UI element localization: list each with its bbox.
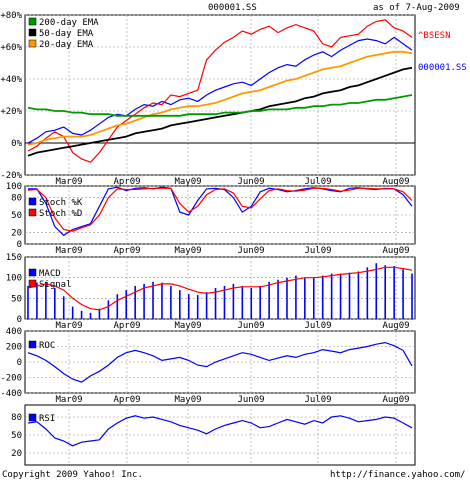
roc-xtick-label: Jul09: [304, 395, 331, 405]
stoch-xtick-label: Jul09: [304, 246, 331, 256]
price-series-200-day-ema: [27, 94, 413, 117]
stoch-panel: 100 80 50 20 0 Mar09 Apr09 May09 Jun09 Jul09 Aug09…: [6, 182, 416, 256]
price-tick-label: +60%: [0, 43, 22, 53]
footer-copyright: Copyright 2009 Yahoo! Inc.: [2, 470, 143, 480]
price-tick-label: +20%: [0, 107, 22, 117]
roc-series-roc: [27, 341, 413, 383]
price-legend: 200-day EMA 50-day EMA 20-day EMA: [28, 17, 99, 50]
legend-swatch-stoch-d: [28, 208, 37, 217]
legend-label-ema200: 200-day EMA: [39, 18, 99, 28]
macd-tick-label: 150: [6, 253, 22, 263]
price-xtick-label: Aug09: [382, 177, 409, 187]
roc-tick-label: 200: [6, 343, 22, 353]
legend-label-stoch-d: Stoch %D: [39, 209, 82, 219]
macd-tick-label: 50: [11, 294, 22, 304]
legend-label-rsi: RSI: [39, 414, 55, 424]
macd-xtick-label: Jul09: [304, 321, 331, 331]
legend-swatch-rsi: [28, 413, 37, 422]
footer-yahoo-link[interactable]: http://finance.yahoo.com/: [330, 470, 465, 480]
legend-swatch-macd: [28, 268, 37, 277]
roc-xtick-label: Jun09: [237, 395, 264, 405]
roc-tick-label: -400: [0, 389, 22, 399]
macd-xtick-label: Jun09: [237, 321, 264, 331]
stoch-tick-label: 50: [11, 211, 22, 221]
legend-swatch-signal: [28, 279, 37, 288]
rsi-tick-label: 20: [11, 449, 22, 459]
price-xtick-label: Apr09: [113, 177, 140, 187]
legend-swatch-roc: [28, 340, 37, 349]
price-panel: +80% +60% +40% +20% 0% -20% Mar09 Apr09 May09 Jun…: [0, 11, 466, 187]
stoch-xtick-label: Jun09: [237, 246, 264, 256]
series-label-bsesn: ^BSESN: [418, 31, 451, 41]
series-label-ss: 000001.SS: [418, 63, 467, 73]
stoch-xtick-label: Aug09: [382, 246, 409, 256]
stoch-xtick-label: Mar09: [55, 246, 82, 256]
stoch-tick-label: 0: [17, 240, 22, 250]
roc-xtick-label: Mar09: [55, 395, 82, 405]
macd-series-signal: [27, 266, 413, 311]
rsi-series-rsi: [27, 415, 413, 447]
price-panel-frame: [24, 14, 416, 176]
price-series-50-day-ema: [27, 66, 413, 157]
stoch-tick-label: 80: [11, 194, 22, 204]
legend-label-ema50: 50-day EMA: [39, 29, 94, 39]
price-xtick-label: May09: [174, 177, 201, 187]
legend-label-ema20: 20-day EMA: [39, 40, 94, 50]
legend-swatch-ema50: [28, 28, 37, 37]
macd-tick-label: 100: [6, 274, 22, 284]
footer-url[interactable]: http://finance.yahoo.com/: [330, 470, 465, 480]
macd-tick-label: 0: [17, 315, 22, 325]
price-xtick-label: Jul09: [304, 177, 331, 187]
rsi-tick-label: 50: [11, 431, 22, 441]
macd-xtick-label: May09: [174, 321, 201, 331]
price-tick-label: -20%: [0, 171, 22, 181]
price-xtick-label: Jun09: [237, 177, 264, 187]
legend-swatch-stoch-k: [28, 197, 37, 206]
rsi-tick-label: 80: [11, 413, 22, 423]
price-series--bsesn: [27, 19, 413, 163]
header-as-of: as of 7-Aug-2009: [373, 3, 460, 13]
stoch-xtick-label: Apr09: [113, 246, 140, 256]
stoch-series-stoch-k: [28, 186, 413, 237]
price-tick-label: 0%: [11, 139, 22, 149]
roc-tick-label: 0: [17, 358, 22, 368]
roc-xtick-label: May09: [174, 395, 201, 405]
stoch-series-stoch-d: [27, 187, 413, 232]
legend-label-stoch-k: Stoch %K: [39, 198, 83, 208]
macd-panel-frame: [24, 256, 416, 320]
roc-xtick-label: Aug09: [382, 395, 409, 405]
roc-tick-label: 400: [6, 327, 22, 337]
price-xtick-label: Mar09: [55, 177, 82, 187]
roc-panel: 400 200 0 -200 -400 Mar09 Apr09 May09 Jun09 Jul09…: [0, 327, 416, 405]
rsi-panel-frame: [24, 404, 416, 466]
legend-label-signal: Signal: [39, 280, 72, 290]
rsi-panel: 80 50 20 RSI: [11, 404, 416, 466]
roc-xtick-label: Apr09: [113, 395, 140, 405]
roc-tick-label: -200: [0, 374, 22, 384]
price-tick-label: +40%: [0, 75, 22, 85]
price-series-000001-ss: [27, 36, 413, 144]
stoch-xtick-label: May09: [174, 246, 201, 256]
stoch-tick-label: 20: [11, 228, 22, 238]
price-tick-label: +80%: [0, 11, 22, 21]
macd-xtick-label: Apr09: [113, 321, 140, 331]
stoch-tick-label: 100: [6, 182, 22, 192]
legend-label-macd: MACD: [39, 269, 61, 279]
price-series-20-day-ema: [27, 50, 413, 146]
stoch-panel-frame: [24, 185, 416, 245]
legend-swatch-ema200: [28, 17, 37, 26]
legend-swatch-ema20: [28, 39, 37, 48]
macd-xtick-label: Mar09: [55, 321, 82, 331]
macd-xtick-label: Aug09: [382, 321, 409, 331]
legend-label-roc: ROC: [39, 341, 55, 351]
roc-panel-frame: [24, 330, 416, 394]
header-symbol: 000001.SS: [208, 3, 257, 13]
